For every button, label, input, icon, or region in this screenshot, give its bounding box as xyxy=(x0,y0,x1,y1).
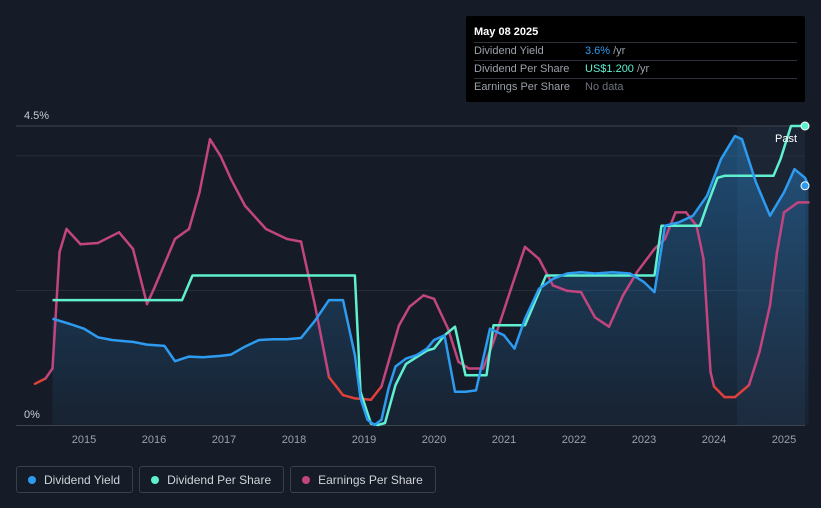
legend-item-dividend-per-share[interactable]: Dividend Per Share xyxy=(139,466,285,493)
tooltip-label: Dividend Yield xyxy=(474,45,544,57)
x-tick-label: 2017 xyxy=(212,434,236,446)
dividend-per-share-end-marker xyxy=(800,121,810,131)
eps-line-segment xyxy=(299,240,317,307)
eps-line-segment xyxy=(684,211,698,227)
eps-line-segment xyxy=(593,316,611,328)
eps-line-segment xyxy=(387,324,401,364)
eps-line-segment xyxy=(446,327,460,364)
eps-line-segment xyxy=(229,177,247,207)
tooltip-value: 3.6%/yr xyxy=(585,43,625,60)
y-tick-label: 4.5% xyxy=(24,110,49,122)
eps-line-segment xyxy=(285,237,303,243)
dividend-yield-end-marker xyxy=(800,181,810,191)
eps-line-segment xyxy=(695,224,705,261)
eps-line-segment xyxy=(243,204,268,231)
eps-line-segment xyxy=(607,294,625,328)
eps-line-segment xyxy=(117,231,135,251)
eps-line-segment xyxy=(341,393,357,400)
past-label: Past xyxy=(775,133,797,145)
tooltip-label: Dividend Per Share xyxy=(474,63,570,75)
tooltip-value-number: US$1.200 xyxy=(585,63,634,75)
eps-line-segment xyxy=(58,227,68,254)
dividend-yield-line xyxy=(52,134,810,427)
eps-line-segment xyxy=(380,360,390,388)
legend-label: Earnings Per Share xyxy=(318,472,423,487)
y-tick-label: 0% xyxy=(24,409,40,421)
eps-line-segment xyxy=(565,289,583,294)
eps-line-segment xyxy=(782,201,800,214)
x-tick-label: 2020 xyxy=(422,434,446,446)
x-tick-label: 2024 xyxy=(702,434,726,446)
eps-line-segment xyxy=(96,231,121,245)
x-tick-label: 2021 xyxy=(492,434,516,446)
eps-line-segment xyxy=(709,370,716,388)
tooltip-value-number: 3.6% xyxy=(585,45,611,57)
tooltip-row-dividend-per-share: Dividend Per Share US$1.200/yr xyxy=(474,61,797,79)
eps-line-segment xyxy=(65,227,82,246)
eps-line-segment xyxy=(369,385,383,402)
eps-line-segment xyxy=(187,191,201,231)
eps-line-segment xyxy=(327,375,345,397)
eps-line-segment xyxy=(44,367,54,380)
legend-item-dividend-yield[interactable]: Dividend Yield xyxy=(16,466,134,493)
eps-line-segment xyxy=(219,154,233,181)
tooltip-row-earnings-per-share: Earnings Per Share No data xyxy=(474,79,797,96)
eps-line-segment xyxy=(397,305,411,327)
earnings-per-share-dot-icon xyxy=(302,475,311,484)
dividend-yield-dot-icon xyxy=(28,475,36,484)
eps-line-segment xyxy=(775,211,786,254)
x-tick-label: 2016 xyxy=(142,434,166,446)
x-tick-label: 2025 xyxy=(772,434,796,446)
legend-item-earnings-per-share[interactable]: Earnings Per Share xyxy=(290,466,436,493)
tooltip-row-dividend-yield: Dividend Yield 3.6%/yr xyxy=(474,43,797,61)
eps-line-segment xyxy=(712,385,726,399)
eps-line-segment xyxy=(509,245,527,291)
tooltip-value: No data xyxy=(585,79,627,96)
x-tick-label: 2023 xyxy=(632,434,656,446)
eps-line-segment xyxy=(408,294,425,308)
x-tick-label: 2015 xyxy=(72,434,96,446)
x-tick-label: 2018 xyxy=(282,434,306,446)
x-tick-label: 2019 xyxy=(352,434,376,446)
eps-line-segment xyxy=(733,383,751,399)
eps-line-segment xyxy=(173,227,191,241)
eps-line-segment xyxy=(79,241,100,246)
eps-line-segment xyxy=(432,297,450,330)
chart-tooltip: May 08 2025 Dividend Yield 3.6%/yr Divid… xyxy=(466,16,805,102)
tooltip-value-unit: /yr xyxy=(613,45,626,57)
legend-label: Dividend Yield xyxy=(44,472,121,487)
eps-line-segment xyxy=(702,257,712,374)
eps-line-segment xyxy=(523,245,541,261)
tooltip-label: Earnings Per Share xyxy=(474,81,570,93)
eps-line-segment xyxy=(422,294,436,301)
eps-line-segment xyxy=(198,138,212,194)
dividend-yield-area xyxy=(52,136,809,425)
legend-label: Dividend Per Share xyxy=(167,472,272,487)
eps-line-segment xyxy=(551,284,569,293)
tooltip-value-unit: /yr xyxy=(636,63,650,75)
eps-line-segment xyxy=(579,290,597,319)
eps-line-segment xyxy=(747,350,761,387)
eps-line-segment xyxy=(152,237,177,291)
eps-line-segment xyxy=(635,247,656,274)
eps-line-segment xyxy=(145,287,156,306)
tooltip-date: May 08 2025 xyxy=(474,22,797,43)
chart-legend: Dividend Yield Dividend Per Share Earnin… xyxy=(16,466,436,493)
eps-line-segment xyxy=(51,250,61,370)
eps-line-segment xyxy=(264,227,289,241)
eps-line-segment xyxy=(768,250,779,307)
eps-line-segment xyxy=(33,377,47,386)
eps-line-segment xyxy=(208,138,222,158)
eps-line-segment xyxy=(131,247,149,306)
x-tick-label: 2022 xyxy=(562,434,586,446)
eps-line-segment xyxy=(758,304,772,354)
dividend-per-share-dot-icon xyxy=(151,475,160,484)
tooltip-value: US$1.200/yr xyxy=(585,61,649,78)
tooltip-value-number: No data xyxy=(585,81,624,93)
